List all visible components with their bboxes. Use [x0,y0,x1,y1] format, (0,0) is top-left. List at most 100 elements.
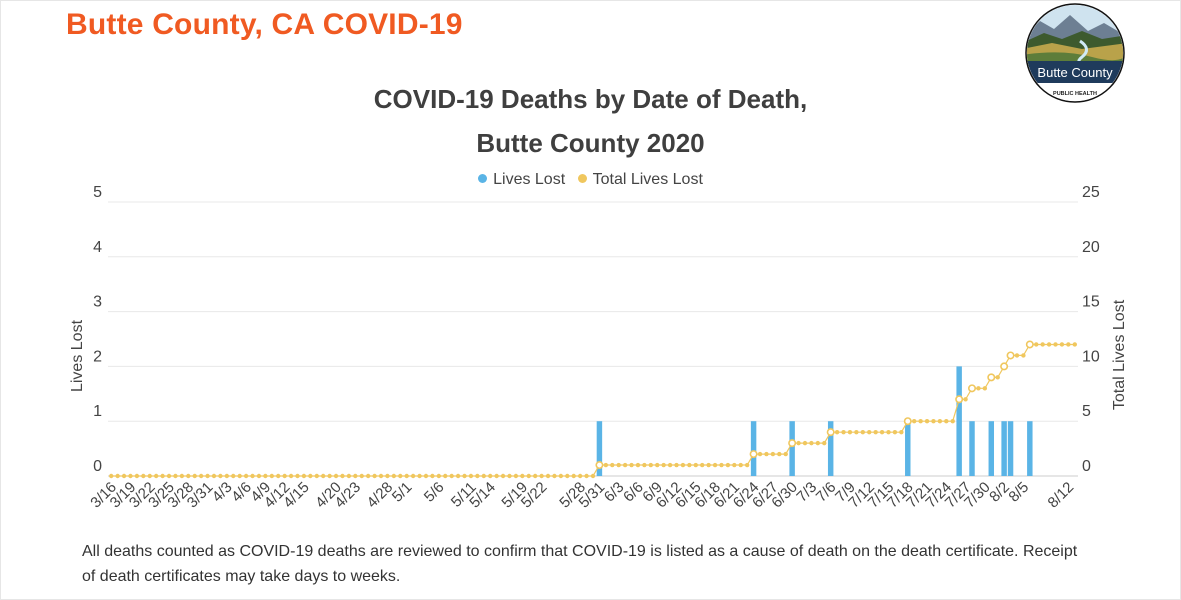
point-total-lives-lost [770,451,776,457]
point-total-lives-lost [854,429,859,435]
point-total-lives-lost [398,473,403,479]
point-total-lives-lost [834,429,840,435]
legend-label-lives-lost: Lives Lost [493,171,566,188]
point-total-lives-lost [224,473,230,479]
point-total-lives-lost [693,462,698,468]
point-total-lives-lost [712,462,718,468]
point-total-lives-lost [276,473,281,479]
point-total-lives-lost [423,473,429,479]
point-total-lives-lost [687,462,692,468]
point-total-lives-lost [944,419,949,424]
bar-lives-lost [1001,421,1007,476]
point-total-lives-lost [340,473,345,479]
y-tick-label: 4 [93,239,102,256]
point-total-lives-lost [532,473,538,479]
bar-lives-lost [1007,421,1014,476]
point-total-lives-lost [903,417,912,426]
point-total-lives-lost [449,473,454,479]
butte-county-public-health-logo: Butte County PUBLIC HEALTH [1025,3,1125,103]
point-total-lives-lost [565,473,570,479]
point-total-lives-lost [982,386,988,391]
point-total-lives-lost [134,473,140,479]
point-total-lives-lost [468,473,474,479]
point-total-lives-lost [128,473,133,479]
point-total-lives-lost [955,395,964,404]
point-total-lives-lost [706,462,711,468]
point-total-lives-lost [629,462,634,468]
point-total-lives-lost [777,451,782,457]
y2-axis-label: Total Lives Lost [1111,299,1128,410]
point-total-lives-lost [655,462,660,468]
point-total-lives-lost [494,473,499,479]
point-total-lives-lost [320,473,326,479]
point-total-lives-lost [809,440,814,446]
point-total-lives-lost [1006,351,1015,360]
line-series-total-lives-lost [109,340,1077,479]
point-total-lives-lost [584,473,589,479]
legend-marker-lives-lost [478,174,488,183]
point-total-lives-lost [462,473,467,479]
point-total-lives-lost [295,473,300,479]
x-tick-label: 8/5 [1005,479,1032,506]
x-tick-label: 5/6 [421,479,448,506]
bar-lives-lost [750,421,757,476]
point-total-lives-lost [937,419,943,424]
legend-item-total-lives-lost[interactable]: Total Lives Lost [577,171,703,189]
y2-axis-ticks: 0 5 10 15 20 25 [1082,184,1100,475]
point-total-lives-lost [314,473,319,479]
point-total-lives-lost [924,419,930,424]
point-total-lives-lost [141,473,146,479]
bar-lives-lost [789,421,795,476]
point-total-lives-lost [109,473,114,479]
bar-series-lives-lost [596,366,1033,476]
point-total-lives-lost [603,462,609,468]
point-total-lives-lost [250,473,255,479]
point-total-lives-lost [410,473,416,479]
point-total-lives-lost [231,473,236,479]
y-axis-ticks: 0 1 2 3 4 5 [93,184,102,475]
legend-marker-total-lives-lost [577,174,587,183]
point-total-lives-lost [648,462,654,468]
point-total-lives-lost [391,473,397,479]
point-total-lives-lost [1066,342,1071,347]
line-total-lives-lost [111,343,1075,477]
point-total-lives-lost [520,473,525,479]
point-total-lives-lost [173,473,178,479]
point-total-lives-lost [744,462,750,468]
point-total-lives-lost [1046,342,1052,347]
point-total-lives-lost [796,440,801,446]
bar-lives-lost [905,421,911,476]
point-total-lives-lost [1025,340,1034,349]
point-total-lives-lost [282,473,287,479]
logo-text-main: Butte County [1037,65,1113,80]
point-total-lives-lost [507,473,512,479]
point-total-lives-lost [783,451,788,457]
point-total-lives-lost [788,439,797,448]
point-total-lives-lost [700,462,705,468]
point-total-lives-lost [1034,342,1039,347]
page-title: Butte County, CA COVID-19 [66,8,463,41]
x-tick-label: 5/1 [389,479,416,506]
chart-gridlines [108,201,1078,477]
legend-item-lives-lost[interactable]: Lives Lost [478,171,565,189]
point-total-lives-lost [963,397,968,402]
point-total-lives-lost [892,429,898,435]
chart-title: COVID-19 Deaths by Date of Death, [373,84,808,114]
point-total-lives-lost [1021,353,1026,358]
point-total-lives-lost [365,473,371,479]
point-total-lives-lost [610,462,615,468]
point-total-lives-lost [500,473,506,479]
point-total-lives-lost [749,450,758,459]
point-total-lives-lost [860,429,866,435]
point-total-lives-lost [552,473,557,479]
point-total-lives-lost [378,473,384,479]
point-total-lives-lost [1059,342,1065,347]
point-total-lives-lost [346,473,352,479]
point-total-lives-lost [950,419,955,424]
point-total-lives-lost [1014,353,1020,358]
point-total-lives-lost [539,473,544,479]
point-total-lives-lost [147,473,152,479]
point-total-lives-lost [333,473,339,479]
bar-lives-lost [956,366,962,476]
point-total-lives-lost [359,473,364,479]
